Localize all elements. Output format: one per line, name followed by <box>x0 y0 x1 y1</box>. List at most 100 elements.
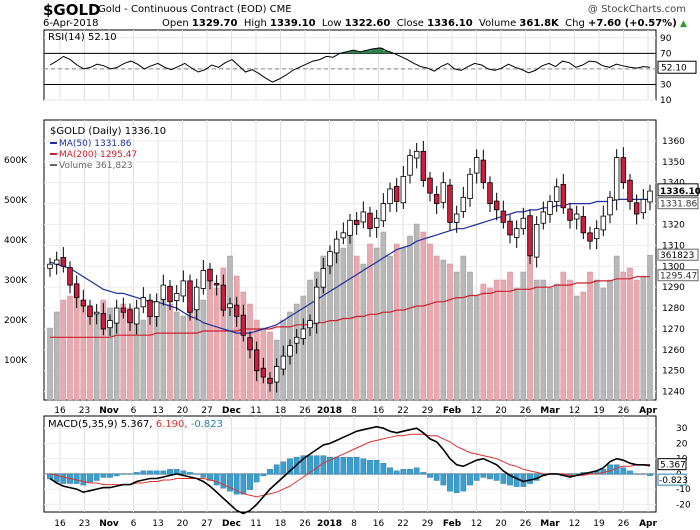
macd-histogram-bar <box>147 470 153 475</box>
histogram-value-label: -0.823 <box>659 476 688 486</box>
macd-histogram-bar <box>133 472 140 475</box>
macd-histogram-bar <box>640 473 647 475</box>
macd-histogram-bar <box>307 455 313 475</box>
macd-histogram-bar <box>413 467 420 475</box>
volume-bar <box>527 255 533 401</box>
price-tick-label: 1250 <box>662 367 685 377</box>
macd-histogram-bar <box>80 473 87 486</box>
price-candle <box>453 213 460 223</box>
rsi-value-label: 52.10 <box>661 63 687 73</box>
volume-bar <box>220 267 227 401</box>
price-candle <box>220 284 227 311</box>
x-axis-label: 20 <box>495 406 507 416</box>
macd-histogram-bar <box>367 459 373 475</box>
x-axis-label: 16 <box>373 519 385 529</box>
macd-histogram-bar <box>240 473 247 495</box>
price-candle <box>607 196 613 216</box>
macd-histogram-bar <box>213 473 220 486</box>
volume-bar <box>540 279 547 401</box>
macd-histogram-bar <box>140 470 147 475</box>
macd-histogram-bar <box>100 473 107 478</box>
rsi-overbought-fill <box>350 50 357 54</box>
price-candle <box>93 311 100 315</box>
chg-value: +7.60 (+0.57%) <box>588 18 677 29</box>
macd-histogram-bar <box>93 473 100 481</box>
price-candle <box>287 345 293 357</box>
volume-bar <box>393 243 400 401</box>
volume-bar <box>93 311 100 401</box>
volume-bar <box>547 287 553 401</box>
rsi-title: RSI(14) 52.10 <box>48 32 117 43</box>
stockcharts-credit[interactable]: @ StockCharts.com <box>587 4 686 15</box>
macd-histogram-bar <box>507 473 513 486</box>
price-candle <box>73 283 80 299</box>
volume-bar <box>320 255 327 401</box>
x-axis-label: 12 <box>471 406 482 416</box>
volume-bar <box>453 271 460 401</box>
price-tick-label: 1280 <box>662 304 685 314</box>
price-candle <box>493 200 500 211</box>
macd-label: MACD(5,35,9) 5.367, <box>48 419 156 430</box>
macd-histogram-bar <box>120 473 127 475</box>
price-candle <box>160 284 167 300</box>
price-candle <box>293 336 300 344</box>
macd-histogram-bar <box>473 473 480 481</box>
volume-bar <box>47 327 53 401</box>
price-candle <box>87 305 93 317</box>
macd-histogram-bar <box>620 467 627 475</box>
rsi-overbought-fill <box>383 51 391 54</box>
macd-histogram-bar <box>407 469 413 475</box>
price-candle <box>173 293 180 301</box>
price-candle <box>247 337 253 351</box>
x-axis-label: Feb <box>443 519 462 529</box>
price-candle <box>460 196 467 212</box>
macd-histogram-bar <box>493 473 500 481</box>
x-axis-label: 22 <box>397 406 408 416</box>
price-candle <box>440 182 447 203</box>
macd-histogram-bar <box>267 469 273 475</box>
macd-histogram-bar <box>467 473 473 486</box>
volume-bar <box>500 279 507 401</box>
rsi-tick-label: 90 <box>660 34 672 44</box>
ma200-line <box>50 276 650 338</box>
volume-bar <box>353 255 360 401</box>
volume-bar <box>633 279 640 401</box>
macd-histogram-bar <box>387 467 393 475</box>
price-candle <box>120 307 127 313</box>
price-candle <box>567 208 573 221</box>
price-candle <box>327 251 333 267</box>
price-tick-label: 1320 <box>662 220 685 230</box>
price-candle <box>153 301 160 317</box>
macd-histogram-bar <box>480 473 487 478</box>
x-axis-label: Feb <box>443 406 462 416</box>
volume-bar <box>413 223 420 401</box>
volume-bar <box>187 307 193 401</box>
price-candle <box>333 238 340 254</box>
macd-tick-label: -20 <box>676 500 691 510</box>
price-candle <box>380 203 387 222</box>
macd-histogram-bar <box>73 473 80 484</box>
volume-bar <box>447 263 453 401</box>
price-candle <box>67 267 73 286</box>
price-candle <box>367 212 373 230</box>
volume-bar <box>580 291 587 401</box>
x-axis-label: 11 <box>250 406 261 416</box>
volume-bar <box>593 279 600 401</box>
price-tick-label: 1300 <box>662 262 685 272</box>
volume-bar <box>487 287 493 401</box>
volume-bar <box>107 307 113 401</box>
signal-value: 6.190, <box>156 419 191 430</box>
volume-bar <box>647 254 653 401</box>
rsi-overbought-fill <box>343 51 350 54</box>
volume-bar <box>200 299 207 401</box>
macd-histogram-bar <box>180 470 187 475</box>
price-candle <box>580 216 587 234</box>
volume-bar <box>240 291 247 401</box>
last-price-label: 1336.10 <box>660 187 700 197</box>
macd-histogram-bar <box>627 470 633 475</box>
macd-histogram-bar <box>253 473 260 483</box>
volume-bar <box>140 319 147 401</box>
x-axis-label: 19 <box>593 406 605 416</box>
x-axis-label: 26 <box>299 519 311 529</box>
volume-bar <box>347 231 353 401</box>
